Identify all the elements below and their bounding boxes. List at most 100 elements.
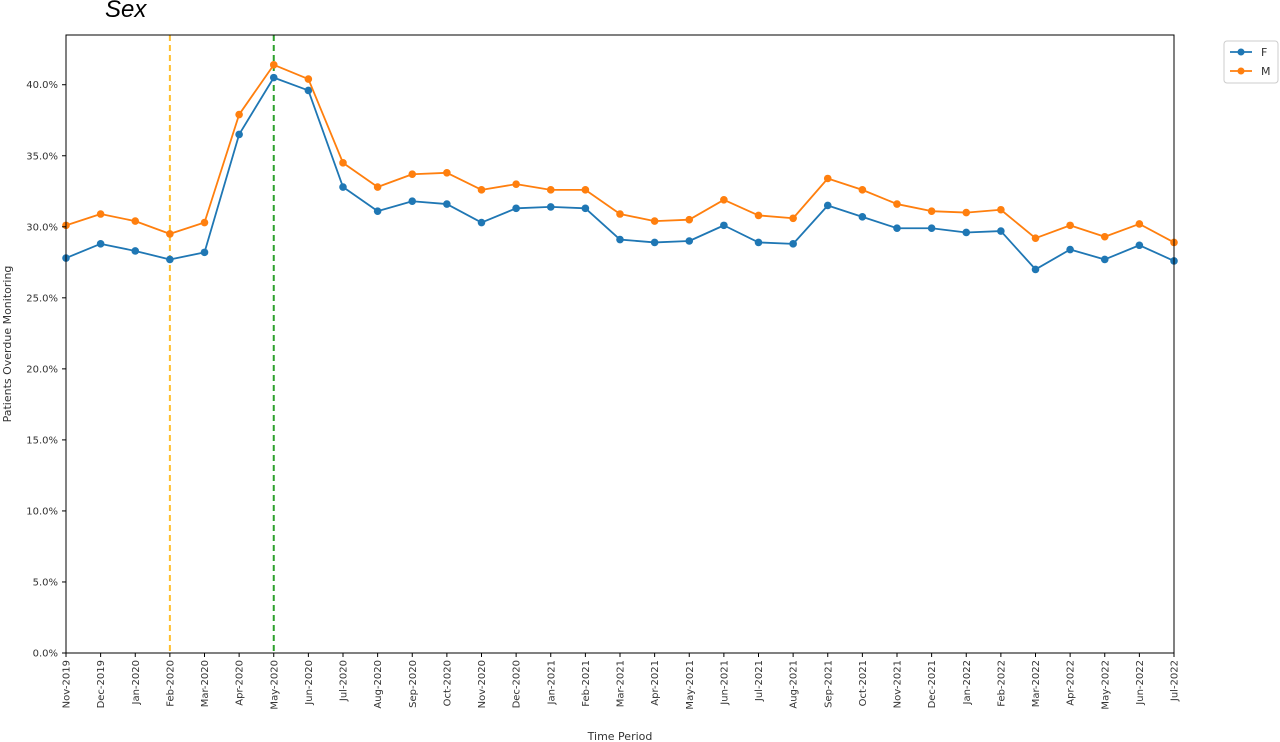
y-tick-label: 20.0% [26,364,58,375]
x-tick-label: May-2021 [685,660,696,710]
x-tick-label: Dec-2020 [512,660,523,708]
x-tick-label: Jan-2021 [546,660,557,705]
data-point [927,207,936,215]
data-point [408,170,417,179]
data-point [893,224,901,233]
legend: FM [1223,40,1279,84]
reference-lines [168,35,275,653]
data-point [373,207,382,215]
data-point [477,218,486,227]
data-point [685,215,694,224]
data-point [1135,220,1144,228]
x-tick-label: Jun-2020 [304,660,315,706]
data-point [858,186,867,194]
data-point [962,208,971,217]
data-point [823,201,832,210]
data-point [1031,234,1040,242]
data-point [927,224,936,233]
x-tick-label: Nov-2019 [62,660,73,708]
x-tick-label: May-2022 [1100,660,1111,710]
data-point [754,211,763,220]
data-point [166,230,174,238]
x-tick-label: Apr-2020 [235,660,246,706]
data-point [235,130,243,139]
x-tick-label: Feb-2020 [165,660,176,707]
data-point [477,186,486,194]
data-point [339,159,347,167]
data-point [1100,255,1109,264]
x-tick-label: Nov-2020 [477,660,488,708]
y-tick-label: 10.0% [26,506,58,517]
x-tick-label: Jan-2020 [131,660,142,705]
data-point [685,237,694,245]
y-tick-label: 30.0% [26,222,58,233]
data-point [546,186,555,194]
x-tick-label: Jun-2021 [719,660,730,706]
x-tick-label: May-2020 [269,660,280,710]
data-point [166,255,174,264]
legend-marker-m [1237,67,1245,75]
x-tick-label: Aug-2020 [373,660,384,709]
data-point [581,186,590,194]
x-tick-label: Jul-2022 [1170,660,1181,702]
x-tick-label: Oct-2021 [858,660,869,706]
x-tick-label: Mar-2021 [616,660,627,707]
data-point [581,204,590,213]
data-point [200,248,209,257]
legend-label-f: F [1261,46,1267,59]
data-point [650,238,659,247]
data-point [131,247,140,255]
data-point [269,61,278,69]
data-point [823,174,832,183]
data-point [443,169,451,177]
data-point [235,110,243,119]
x-axis-label: Time Period [587,730,653,742]
x-tick-label: Jun-2022 [1135,660,1146,706]
chart-title: Sex [105,0,147,23]
data-point [408,197,417,206]
data-point [546,203,555,211]
x-tick-label: Mar-2022 [1031,660,1042,707]
y-tick-label: 15.0% [26,435,58,446]
data-point [1031,265,1040,274]
data-point [997,205,1005,214]
data-point [789,240,797,248]
x-tick-label: Sep-2020 [408,660,419,708]
data-point [443,200,451,208]
series-group [62,61,1178,274]
data-point [304,75,313,83]
data-point [616,210,624,218]
x-tick-label: Nov-2021 [893,660,904,708]
data-point [373,183,382,191]
data-point [789,214,797,223]
data-point [650,217,659,225]
x-tick-label: Feb-2021 [581,660,592,707]
x-tick-label: Aug-2021 [789,660,800,709]
y-tick-label: 25.0% [26,293,58,304]
series-m [62,61,1178,247]
data-point [339,183,347,191]
x-tick-label: Apr-2021 [650,660,661,706]
y-tick-label: 5.0% [33,577,58,588]
data-point [962,228,971,237]
y-axis-label: Patients Overdue Monitoring [1,266,14,423]
x-tick-label: Sep-2021 [823,660,834,708]
y-tick-label: 35.0% [26,151,58,162]
x-tick-label: Apr-2022 [1066,660,1077,706]
x-tick-label: Oct-2020 [442,660,453,706]
data-point [131,217,140,225]
data-point [720,196,728,204]
data-point [200,218,209,227]
data-point [1135,241,1144,250]
plot-frame [65,34,1175,654]
data-point [512,204,520,213]
data-point [1100,232,1109,241]
data-point [1066,221,1074,230]
data-point [997,227,1005,235]
data-point [720,221,728,230]
data-point [754,238,763,247]
x-axis: Nov-2019 Dec-2019 Jan-2020 Feb-2020 Mar-2020… [62,653,1181,710]
y-tick-label: 40.0% [26,80,58,91]
x-tick-label: Jul-2020 [339,660,350,702]
